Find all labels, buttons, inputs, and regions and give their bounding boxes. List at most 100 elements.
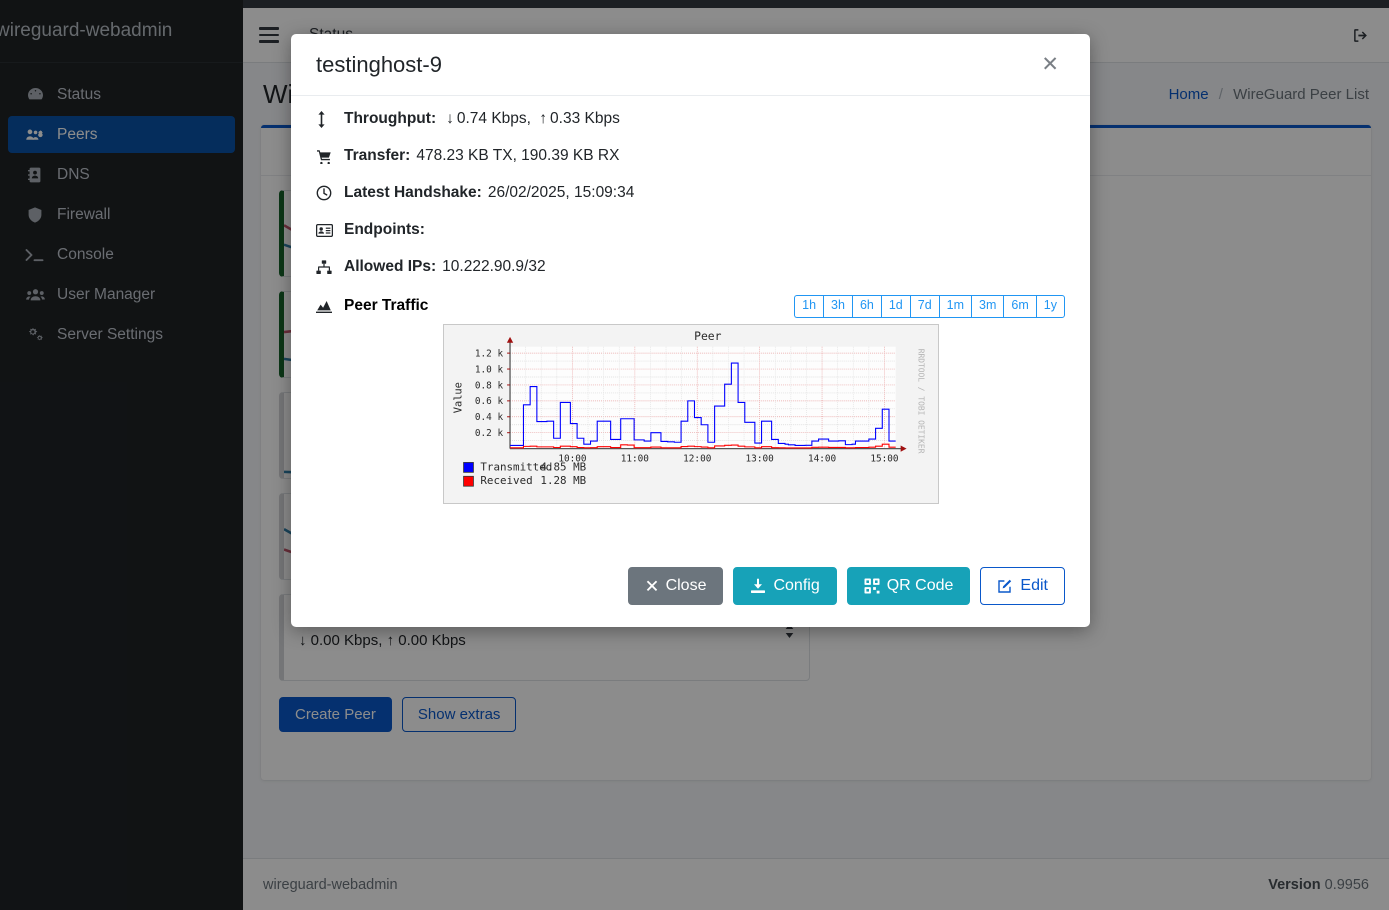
x-tick-label: 11:00	[620, 453, 649, 464]
legend-label-received: Received	[480, 474, 532, 487]
peer-info-row: Allowed IPs: 10.222.90.9/32	[316, 258, 1065, 276]
button-label: Close	[665, 577, 707, 594]
sidebar-item-console[interactable]: Console	[8, 236, 235, 273]
sidebar-item-server-settings[interactable]: Server Settings	[8, 316, 235, 353]
sidebar-brand[interactable]: wireguard-webadmin	[0, 0, 243, 63]
edit-icon	[997, 578, 1013, 594]
legend-label-transmitted: Transmitted	[480, 460, 552, 473]
down-arrow-icon: ↓	[446, 110, 454, 127]
qrcode-icon	[864, 578, 880, 594]
sidebar-nav: Status Peers DNS Firewall Console User Manage…	[0, 63, 243, 353]
peer-info-row: Throughput: ↓ 0.74 Kbps, ↑ 0.33 Kbps	[316, 110, 1065, 128]
graph-plot-area	[509, 346, 896, 449]
peers-icon	[22, 126, 48, 144]
sidebar-item-label: Console	[57, 245, 114, 263]
create-peer-button[interactable]: Create Peer	[279, 697, 392, 732]
peer-info-label: Throughput:	[344, 110, 437, 127]
qr-code-button[interactable]: QR Code	[846, 567, 971, 605]
breadcrumb-separator: /	[1218, 85, 1223, 103]
peer-info-list: Throughput: ↓ 0.74 Kbps, ↑ 0.33 Kbps Transfe…	[316, 110, 1065, 276]
sitemap-icon	[316, 259, 338, 275]
close-icon[interactable]: ✕	[1041, 53, 1059, 76]
sidebar-item-firewall[interactable]: Firewall	[8, 196, 235, 233]
range-button-3h[interactable]: 3h	[823, 295, 852, 318]
button-label: Edit	[1020, 577, 1048, 594]
peer-info-label: Allowed IPs:	[344, 258, 437, 275]
logout-icon[interactable]	[1352, 27, 1369, 49]
hamburger-icon[interactable]	[259, 23, 279, 47]
sidebar-item-label: DNS	[57, 165, 90, 183]
sidebar-item-label: Firewall	[57, 205, 111, 223]
edit-button[interactable]: Edit	[980, 567, 1065, 605]
users-icon	[22, 286, 48, 304]
sidebar-item-peers[interactable]: Peers	[8, 116, 235, 153]
address-book-icon	[22, 166, 48, 184]
close-button[interactable]: Close	[627, 567, 724, 605]
range-button-1d[interactable]: 1d	[880, 295, 910, 318]
y-tick-label: 0.6 k	[474, 396, 503, 407]
footer-version: Version 0.9956	[1268, 877, 1369, 893]
button-label: QR Code	[886, 577, 954, 594]
x-tick-label: 14:00	[807, 453, 836, 464]
peer-traffic-label: Peer Traffic	[344, 297, 429, 315]
config-button[interactable]: Config	[733, 567, 837, 605]
x-axis-arrow	[900, 445, 907, 452]
show-extras-button[interactable]: Show extras	[401, 697, 517, 732]
peer-detail-modal: testinghost-9 ✕ Throughput: ↓ 0.74 Kbps, ↑…	[291, 34, 1090, 627]
peer-rate: ↓ 0.00 Kbps, ↑ 0.00 Kbps	[299, 632, 466, 649]
modal-footer: Close Config QR Code Edit	[291, 557, 1090, 627]
peer-info-row: Transfer: 478.23 KB TX, 190.39 KB RX	[316, 147, 1065, 165]
peer-info-label: Transfer:	[344, 147, 411, 164]
y-tick-label: 0.8 k	[474, 380, 503, 391]
peer-info-label: Endpoints:	[344, 221, 425, 238]
sidebar-item-status[interactable]: Status	[8, 76, 235, 113]
sidebar-item-label: User Manager	[57, 285, 156, 303]
breadcrumb-home[interactable]: Home	[1168, 85, 1209, 103]
modal-header: testinghost-9 ✕	[291, 34, 1090, 96]
graph-title: Peer	[694, 329, 722, 343]
footer-version-value: 0.9956	[1324, 876, 1369, 893]
time-range-button-group: 1h 3h 6h 1d 7d 1m 3m 6m 1y	[794, 295, 1065, 318]
up-arrow-icon: ↑	[539, 110, 548, 127]
range-button-7d[interactable]: 7d	[909, 295, 939, 318]
range-button-6h[interactable]: 6h	[851, 295, 881, 318]
top-strip	[243, 0, 1389, 8]
sidebar-item-label: Status	[57, 85, 101, 103]
gauge-icon	[22, 86, 48, 104]
peer-info-value: 26/02/2025, 15:09:34	[487, 184, 635, 201]
series-line-transmitted	[509, 362, 896, 446]
brand-label: wireguard-webadmin	[0, 20, 173, 41]
range-button-3m[interactable]: 3m	[971, 295, 1004, 318]
range-button-6m[interactable]: 6m	[1003, 295, 1036, 318]
range-button-1y[interactable]: 1y	[1035, 295, 1065, 318]
transfer-icon	[316, 149, 338, 164]
series-line-received	[509, 443, 896, 449]
sidebar: wireguard-webadmin Status Peers DNS Firewal…	[0, 0, 243, 910]
download-icon	[750, 578, 766, 594]
sidebar-item-dns[interactable]: DNS	[8, 156, 235, 193]
sidebar-item-user-manager[interactable]: User Manager	[8, 276, 235, 313]
clock-icon	[316, 185, 338, 201]
y-tick-label: 1.2 k	[474, 348, 503, 359]
range-button-1m[interactable]: 1m	[938, 295, 972, 318]
x-tick-label: 10:00	[558, 453, 587, 464]
shield-icon	[22, 206, 48, 224]
legend-swatch-received	[462, 475, 474, 487]
chart-icon	[316, 299, 338, 314]
button-label: Config	[773, 577, 820, 594]
id-card-icon	[316, 223, 338, 237]
x-tick-label: 13:00	[745, 453, 774, 464]
peer-info-value: 10.222.90.9/32	[442, 258, 546, 275]
breadcrumb: Home / WireGuard Peer List	[1169, 86, 1369, 103]
y-tick-label: 0.4 k	[474, 412, 503, 423]
sidebar-item-label: Server Settings	[57, 325, 163, 343]
terminal-icon	[22, 246, 48, 264]
range-button-1h[interactable]: 1h	[794, 295, 824, 318]
peer-throughput-value: ↓ 0.74 Kbps, ↑ 0.33 Kbps	[446, 110, 620, 127]
footer-left-label: wireguard-webadmin	[263, 876, 398, 893]
sidebar-item-label: Peers	[57, 125, 98, 143]
legend-total-transmitted: 4.85 MB	[540, 460, 586, 473]
throughput-icon	[316, 110, 338, 128]
footer-version-label: Version	[1268, 876, 1321, 893]
peer-traffic-graph: 10:00 11:00 12:00 13:00 14:00 15:00 0.2 k 0.4 k…	[442, 323, 939, 504]
